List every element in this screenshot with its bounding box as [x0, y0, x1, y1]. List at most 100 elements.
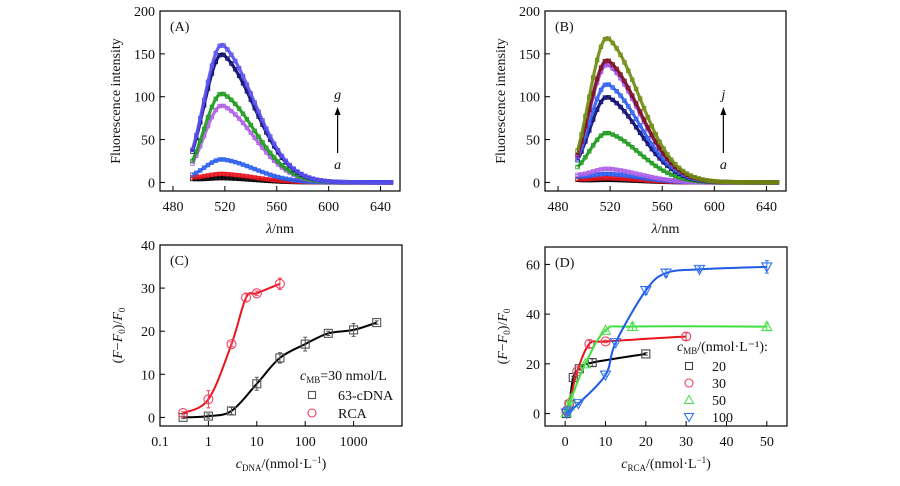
data-point [244, 82, 250, 87]
x-axis-label: λ/nm [265, 222, 294, 237]
data-point [618, 52, 623, 58]
data-point [622, 60, 627, 65]
data-point [229, 52, 234, 57]
data-point [618, 72, 623, 77]
y-tick-label: 0 [148, 176, 155, 191]
y-axis-label: (F−F0)/F0 [111, 307, 127, 363]
data-point [598, 87, 604, 93]
y-tick-label: 150 [519, 48, 540, 63]
data-point [209, 63, 215, 68]
y-axis-label: Fluorescence intensity [109, 38, 124, 164]
marker-square [275, 353, 285, 363]
x-tick-label: 0.1 [151, 435, 169, 450]
marker-triangle-down [660, 268, 672, 280]
data-point [256, 109, 261, 114]
data-point [271, 141, 277, 146]
x-tick-label: 1000 [340, 435, 368, 450]
data-point [641, 129, 647, 135]
data-point [240, 120, 246, 126]
marker-triangle-down [693, 264, 706, 276]
series-g [190, 42, 394, 185]
series-50 [560, 320, 773, 417]
panel-c: 0.1 1 10 100 1000 0 10 20 30 40 (C) cMB=30 nmol/L 63… [111, 239, 403, 473]
data-point [606, 36, 612, 41]
spectrum-line [190, 52, 394, 184]
legend-entry: 100 [712, 411, 733, 426]
data-point [637, 123, 643, 128]
y-tick-label: 0 [533, 408, 540, 423]
data-point [287, 162, 292, 168]
data-point [201, 126, 207, 132]
marker-triangle-down [560, 408, 573, 420]
data-point [610, 85, 615, 90]
marker-square [252, 379, 262, 389]
data-point [221, 103, 226, 109]
marker-square [300, 339, 310, 349]
data-point [630, 144, 635, 150]
marker-square [372, 318, 382, 328]
marker-square [203, 411, 213, 421]
data-point [587, 149, 592, 154]
data-point [594, 96, 600, 102]
data-point [626, 114, 631, 119]
x-tick-label: 10 [599, 435, 613, 450]
data-point [606, 58, 612, 64]
data-point [194, 132, 199, 138]
data-point [606, 95, 612, 100]
data-point [264, 126, 269, 131]
x-tick-label: 520 [214, 200, 235, 215]
data-point [229, 97, 234, 103]
data-point [198, 115, 203, 121]
marker-triangle-down [639, 285, 652, 297]
x-tick-label: 10 [250, 435, 264, 450]
data-point [630, 110, 635, 115]
x-tick-label: 0 [562, 435, 569, 450]
legend: cMB/(nmol·L⁻¹): 20 30 50 100 [677, 340, 768, 426]
data-point [626, 85, 631, 91]
data-point [626, 68, 631, 73]
data-point [630, 119, 635, 124]
data-point [248, 122, 254, 128]
marker-square [307, 390, 317, 400]
data-point [598, 99, 604, 105]
x-tick-label: 560 [652, 200, 673, 215]
marker-square [349, 325, 359, 335]
marker-square [323, 328, 333, 338]
data-point [221, 43, 226, 48]
data-point [633, 86, 639, 92]
data-point [618, 104, 623, 110]
data-point [252, 100, 257, 105]
data-point [268, 134, 273, 139]
marker-circle [241, 292, 252, 303]
y-tick-label: 10 [141, 368, 155, 383]
marker-square [641, 349, 651, 359]
data-point [641, 117, 647, 122]
x-tick-label: 560 [266, 200, 287, 215]
y-tick-label: 20 [526, 358, 540, 373]
data-point [649, 160, 655, 166]
data-point [653, 132, 658, 137]
panel-label: (D) [555, 256, 575, 271]
data-point [233, 101, 238, 107]
y-tick-label: 0 [148, 411, 155, 426]
data-point [669, 157, 674, 162]
data-point [661, 146, 666, 151]
data-point [680, 168, 686, 174]
data-point [622, 98, 627, 103]
data-point [221, 52, 226, 58]
y-tick-label: 40 [141, 239, 155, 254]
y-tick-label: 0 [533, 176, 540, 191]
marker-square [226, 406, 237, 416]
data-point [575, 164, 580, 170]
marker-circle [584, 338, 595, 350]
data-point [637, 96, 643, 101]
x-axis-label: λ/nm [651, 222, 680, 237]
data-point [575, 152, 580, 158]
data-point [213, 107, 218, 113]
x-tick-label: 640 [370, 200, 391, 215]
data-point [614, 89, 619, 94]
data-point [645, 115, 651, 120]
y-tick-label: 150 [134, 48, 155, 63]
data-point [774, 180, 780, 185]
data-point [633, 148, 639, 153]
